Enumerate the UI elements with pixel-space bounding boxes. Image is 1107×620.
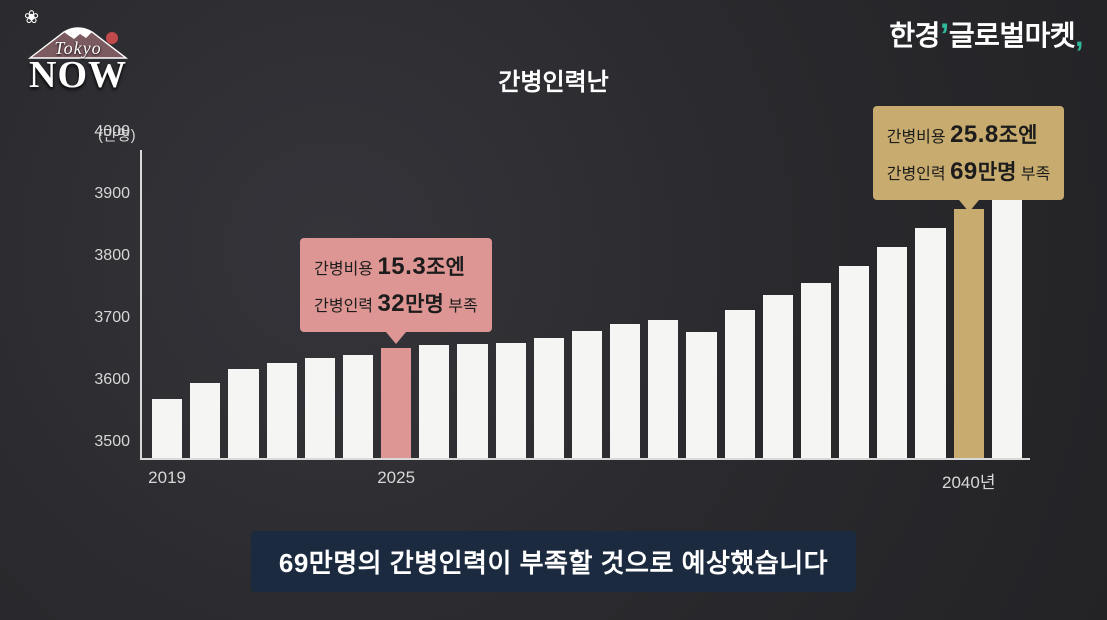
bar [686,332,716,458]
callout-text: 간병인력 [314,298,377,315]
caption-text: 69만명의 간병인력이 부족할 것으로 예상했습니다 [251,531,856,592]
callout-value: 15.3 [377,253,426,280]
bar [534,338,564,458]
bar [152,399,182,458]
callout-text: 간병비용 [887,129,950,146]
callout-text: 부족 [444,298,478,315]
subtitle-caption: 69만명의 간병인력이 부족할 것으로 예상했습니다 [0,531,1107,592]
callout-text: 간병비용 [314,261,377,278]
bar [190,383,220,458]
y-tick-label: 3600 [94,371,130,389]
bar [343,355,373,458]
bar [305,358,335,458]
y-tick-label: 3700 [94,309,130,327]
logo-tokyo-text: Tokyo [18,39,138,57]
callout-text: 만명 [978,161,1017,184]
mountain-icon: Tokyo [18,26,138,60]
comma-icon: , [1075,20,1083,53]
callout-value: 32 [377,290,405,317]
brand-prefix: 한경 [889,20,940,51]
bar [572,331,602,458]
bar [496,343,526,458]
callout-value: 69 [950,158,978,185]
callout-text: 조엔 [426,256,465,279]
bar [267,363,297,458]
x-axis-line [140,458,1030,460]
y-tick-label: 4000 [94,123,130,141]
y-tick-label: 3800 [94,247,130,265]
callout-text: 간병인력 [887,166,950,183]
flower-icon: ❀ [24,8,138,26]
bar [228,369,258,458]
chart-title: 간병인력난 [0,62,1107,97]
bar [992,199,1022,458]
bar [648,320,678,458]
y-tick-label: 3500 [94,433,130,451]
bar [954,209,984,458]
bar [419,345,449,458]
bar [381,348,411,458]
bar [839,266,869,458]
x-tick-label: 2019 [148,468,186,488]
callout-2025: 간병비용 15.3조엔 간병인력 32만명 부족 [300,238,492,332]
bar [877,247,907,458]
bar [725,310,755,458]
quote-icon: ’ [940,17,949,55]
callout-text: 만명 [405,293,444,316]
x-tick-label: 2025 [377,468,415,488]
callout-text: 조엔 [999,124,1038,147]
bar [801,283,831,458]
brand-main: 글로벌마켓 [949,20,1075,51]
bar [763,295,793,458]
y-tick-label: 3900 [94,185,130,203]
bar [610,324,640,458]
bar [457,344,487,458]
callout-value: 25.8 [950,121,999,148]
brand-logo: 한경’글로벌마켓, [889,14,1083,54]
x-tick-label: 2040년 [942,468,995,493]
callout-text: 부족 [1016,166,1050,183]
y-axis-line [140,150,142,460]
callout-2040: 간병비용 25.8조엔 간병인력 69만명 부족 [873,106,1065,200]
bar [915,228,945,458]
